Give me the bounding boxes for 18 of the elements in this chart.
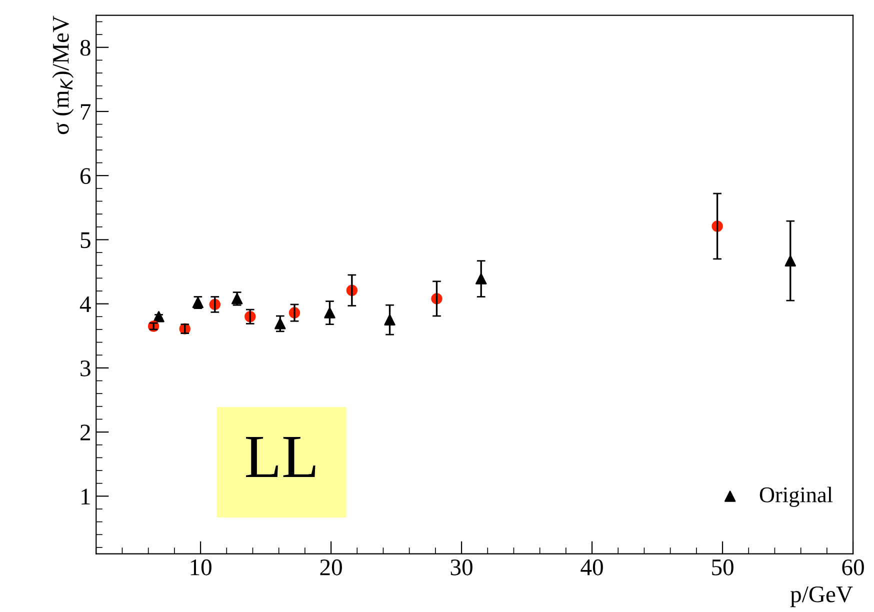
y-tick-label: 1 [82, 488, 90, 504]
y-tick-label: 7 [81, 104, 91, 120]
y-tick-label: 8 [80, 40, 90, 56]
y-tick-label: 3 [80, 360, 90, 376]
x-tick-label: 20 [320, 559, 342, 576]
x-tick-label: 30 [450, 559, 472, 576]
y-tick-label: 5 [80, 232, 90, 248]
x-tick-label: 50 [712, 559, 734, 576]
x-axis-title: p/GeV [790, 586, 853, 608]
y-axis-title: σ (m$_{K}$)/MeV [52, 16, 74, 134]
y-tick-label: 2 [80, 424, 90, 440]
y-tick-label: 6 [80, 168, 91, 184]
y-tick-label: 4 [80, 296, 91, 312]
x-tick-label: 60 [842, 559, 864, 576]
x-tick-label: 40 [580, 559, 603, 576]
annotation: LL [246, 436, 316, 477]
legend-label: Original [760, 486, 833, 507]
x-tick-label: 10 [190, 559, 212, 576]
